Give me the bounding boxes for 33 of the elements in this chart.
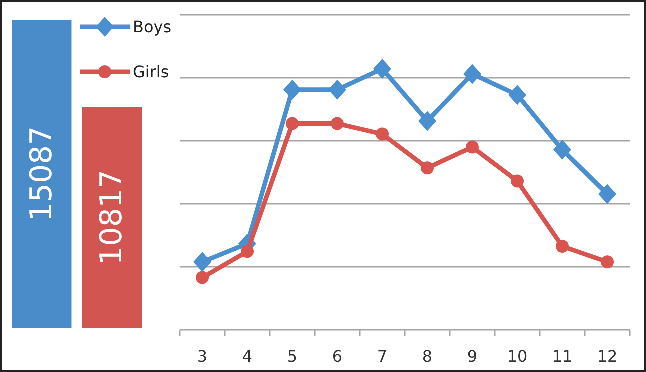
legend-label: Girls [133, 62, 170, 82]
point [601, 256, 614, 269]
point [598, 184, 616, 204]
legend-label: Boys [133, 18, 172, 36]
point [421, 162, 434, 175]
point [196, 271, 209, 284]
point [284, 80, 302, 100]
x-tick-label: 5 [287, 347, 298, 366]
x-tick-label: 10 [507, 347, 528, 366]
point [376, 128, 389, 141]
point [194, 252, 212, 272]
point [331, 117, 344, 130]
point [418, 111, 436, 132]
point [464, 64, 482, 84]
point [511, 174, 524, 188]
point [508, 85, 526, 106]
point [286, 117, 299, 130]
x-tick-label: 12 [597, 347, 618, 366]
x-tick-label: 9 [467, 347, 478, 366]
point [556, 240, 569, 253]
x-tick-label: 7 [377, 347, 388, 366]
point [554, 140, 572, 160]
point [466, 140, 479, 154]
data-label: 10817 [94, 170, 130, 266]
x-tick-label: 8 [422, 347, 433, 366]
x-tick-label: 3 [197, 347, 208, 366]
x-tick-label: 6 [332, 347, 343, 366]
x-tick-label: 4 [242, 347, 253, 366]
data-label: 15087 [24, 126, 60, 222]
point [241, 245, 254, 258]
point [328, 80, 346, 100]
point [374, 59, 392, 79]
x-tick-label: 11 [552, 347, 573, 366]
